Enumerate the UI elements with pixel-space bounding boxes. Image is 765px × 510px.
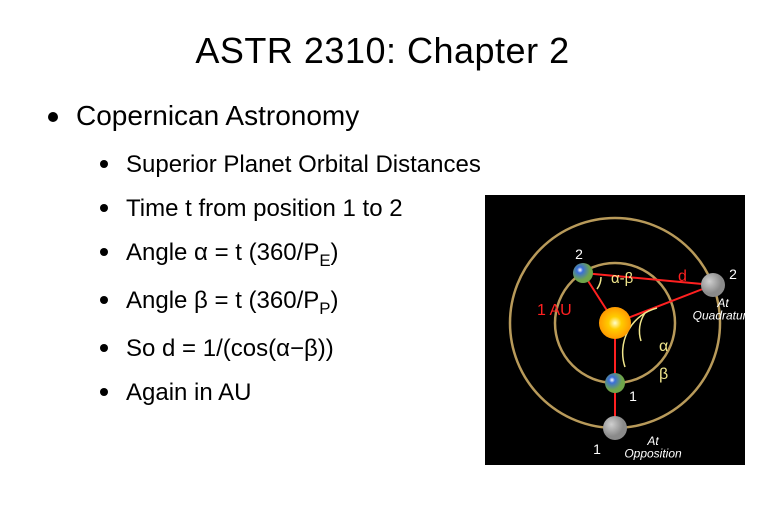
svg-text:d: d bbox=[678, 268, 687, 285]
bullet-3-post: ) bbox=[331, 239, 339, 266]
svg-text:α: α bbox=[659, 338, 668, 355]
svg-text:1: 1 bbox=[593, 441, 601, 457]
svg-text:2: 2 bbox=[729, 266, 737, 282]
bullet-1: Superior Planet Orbital Distances bbox=[100, 150, 745, 180]
heading-text: Copernican Astronomy bbox=[76, 100, 359, 131]
bullet-4-sub: P bbox=[319, 299, 330, 318]
svg-text:1: 1 bbox=[629, 388, 637, 404]
bullet-4-post: ) bbox=[330, 287, 338, 314]
slide-title: ASTR 2310: Chapter 2 bbox=[20, 30, 745, 72]
svg-text:2: 2 bbox=[575, 246, 583, 262]
bullet-3-pre: Angle α = t (360/P bbox=[126, 239, 319, 266]
bullet-3-sub: E bbox=[319, 251, 330, 270]
svg-text:β: β bbox=[659, 366, 668, 383]
orbit-diagram: 1 AUα-βαβd2211AtQuadratureAtOpposition bbox=[485, 195, 745, 465]
bullet-4-pre: Angle β = t (360/P bbox=[126, 287, 319, 314]
svg-text:α-β: α-β bbox=[611, 270, 634, 287]
svg-text:1 AU: 1 AU bbox=[537, 302, 572, 319]
